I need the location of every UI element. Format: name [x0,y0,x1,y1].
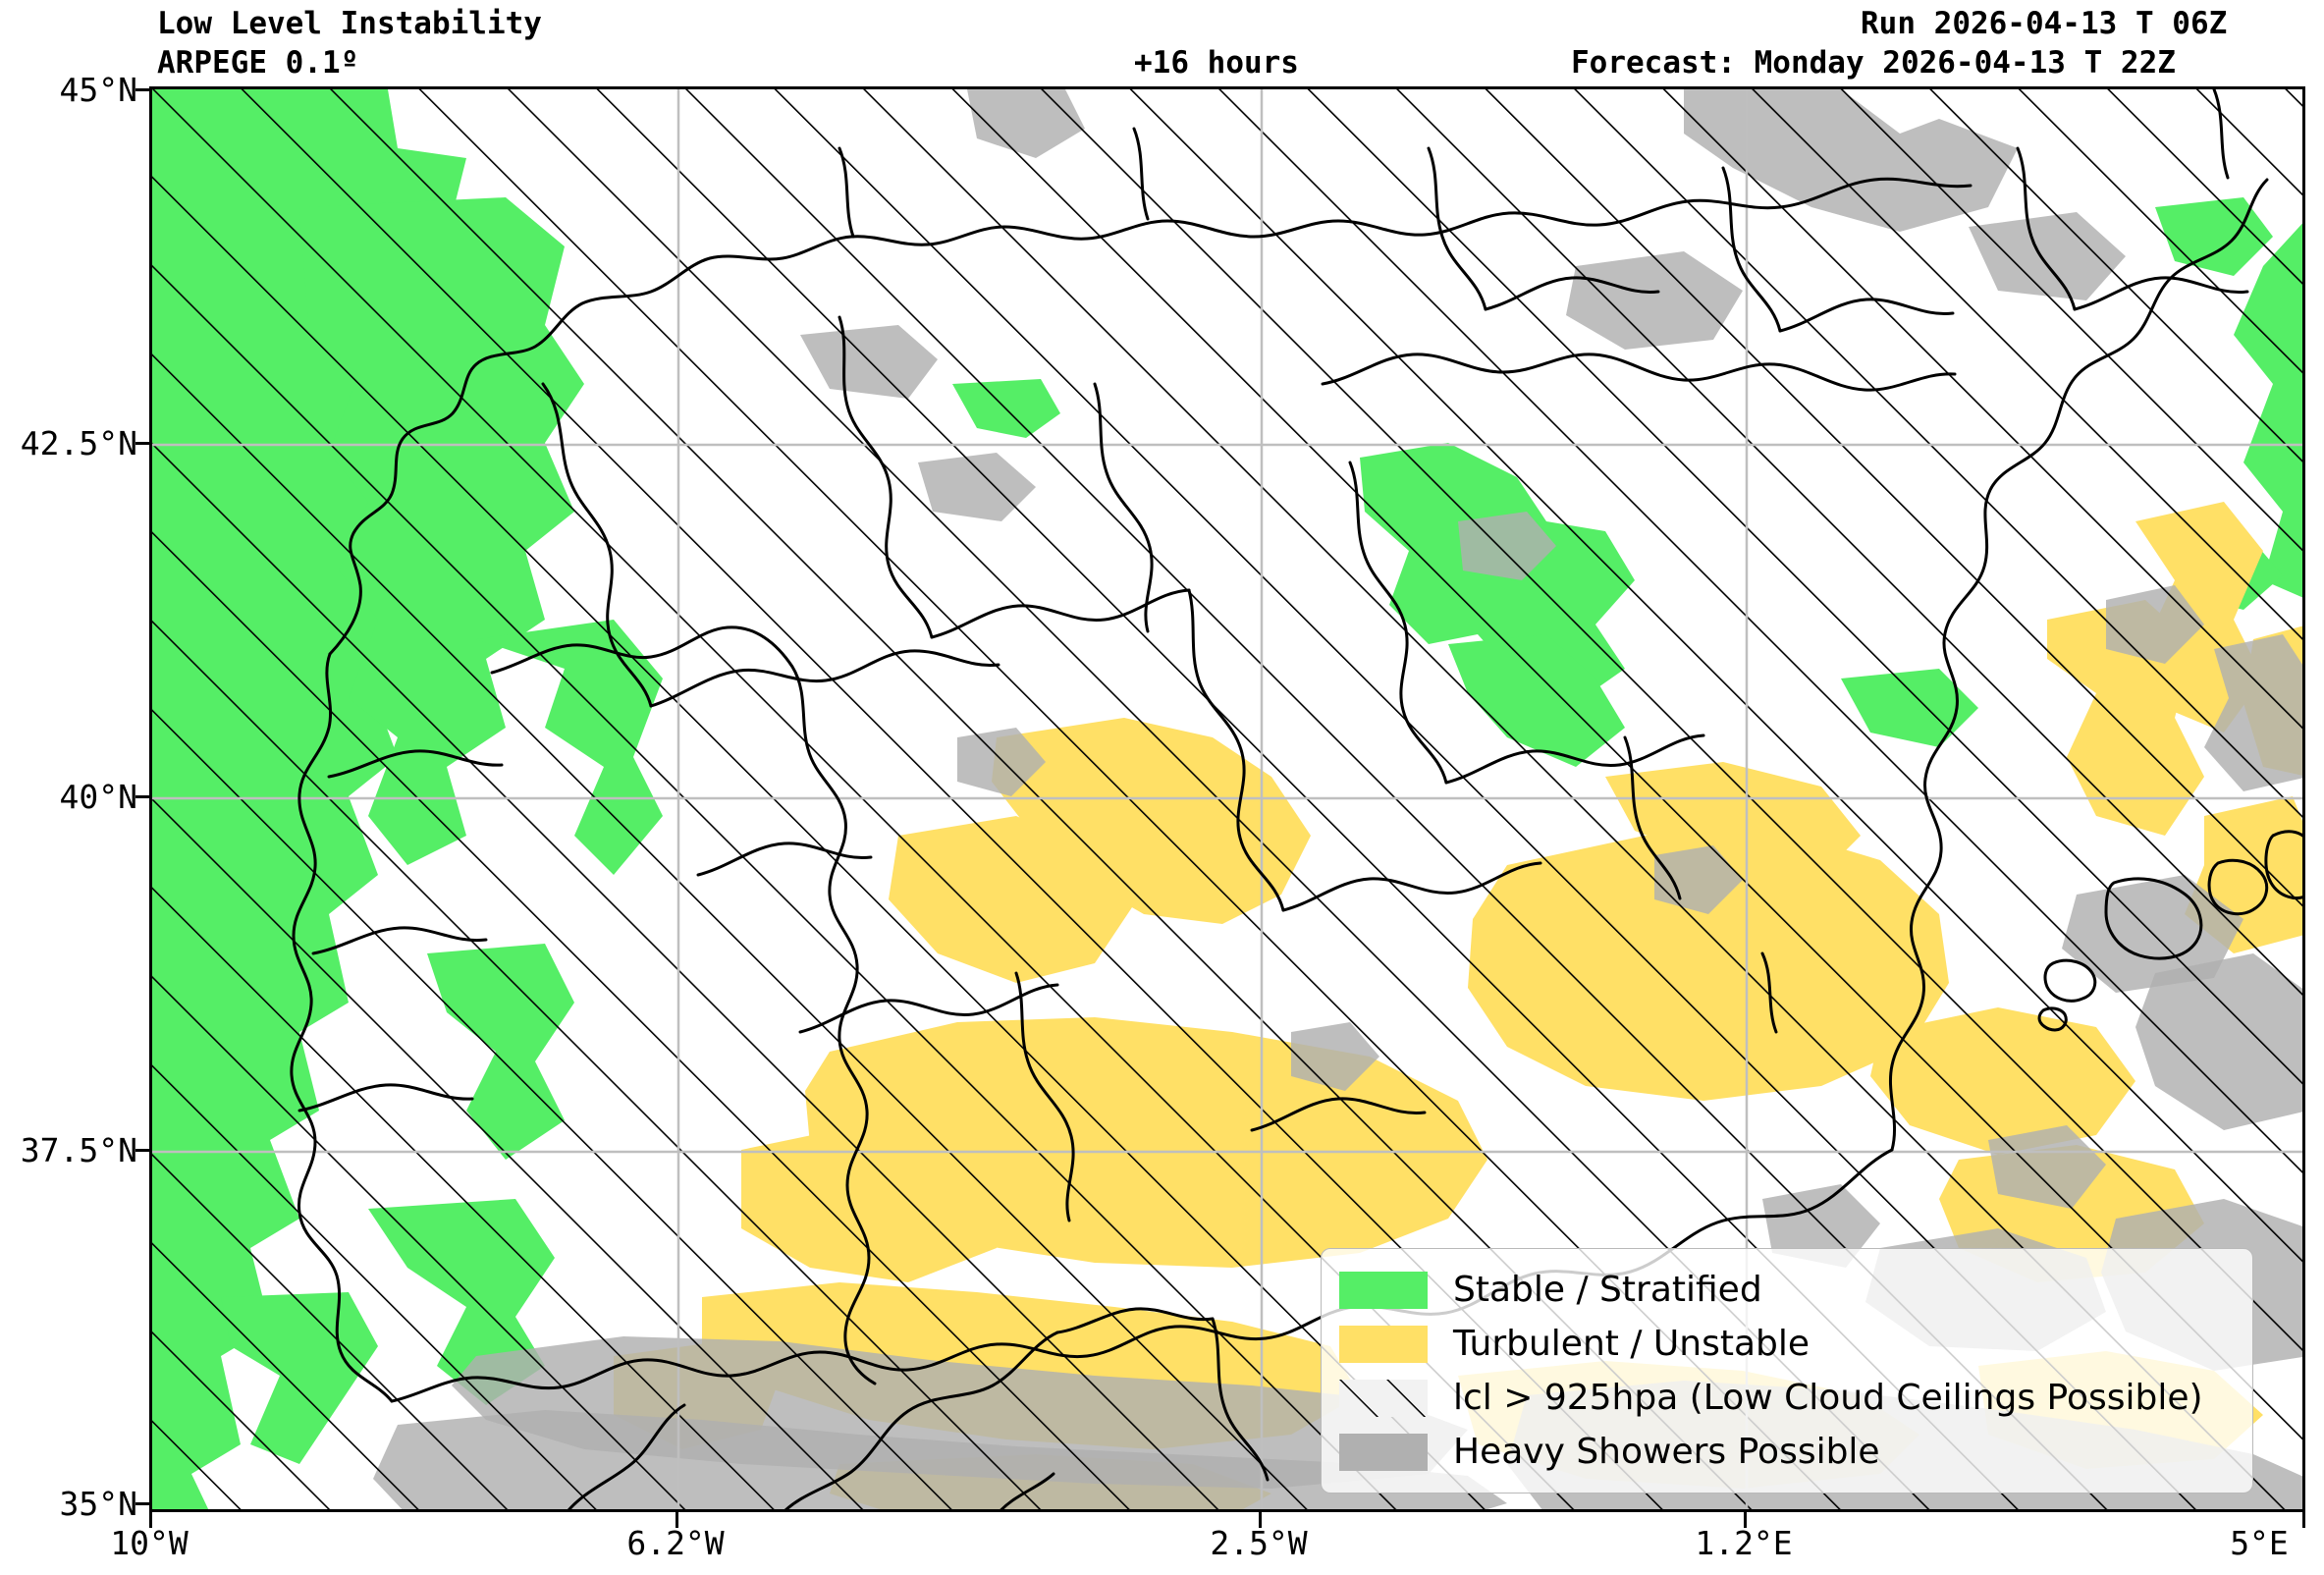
legend-label-stable: Stable / Stratified [1453,1270,1762,1310]
x-axis-tick-3: 1.2°E [1695,1524,1793,1562]
legend-label-unstable: Turbulent / Unstable [1453,1324,1811,1364]
x-axis-tick-0: 10°W [110,1524,189,1562]
x-axis-tick-1: 6.2°W [626,1524,725,1562]
legend-swatch-stable [1339,1271,1428,1309]
legend-item-lcl: lcl > 925hpa (Low Cloud Ceilings Possibl… [1339,1371,2235,1425]
legend-swatch-lcl-hatch [1339,1379,1428,1417]
x-tick-mark-1 [676,1512,678,1528]
y-tick-mark-2 [135,795,151,798]
x-axis-tick-2: 2.5°W [1210,1524,1308,1562]
map-plot-area[interactable]: Stable / Stratified Turbulent / Unstable… [149,86,2305,1512]
x-axis-tick-4: 5°E [2230,1524,2289,1562]
legend-item-stable: Stable / Stratified [1339,1263,2235,1317]
map-legend: Stable / Stratified Turbulent / Unstable… [1321,1248,2253,1494]
y-axis-tick-1: 42.5°N [20,424,137,462]
y-axis-tick-3: 37.5°N [20,1131,137,1169]
model-label: ARPEGE 0.1º [157,45,359,81]
legend-swatch-showers [1339,1433,1428,1471]
chart-header: Low Level Instability ARPEGE 0.1º +16 ho… [0,0,2324,86]
x-tick-mark-2 [1259,1512,1262,1528]
legend-swatch-unstable [1339,1325,1428,1363]
y-tick-mark-4 [135,1502,151,1505]
y-axis-tick-0: 45°N [59,71,137,109]
y-tick-mark-0 [135,88,151,91]
y-axis-tick-4: 35°N [59,1485,137,1523]
legend-item-unstable: Turbulent / Unstable [1339,1317,2235,1371]
legend-label-lcl: lcl > 925hpa (Low Cloud Ceilings Possibl… [1453,1378,2203,1418]
y-axis-tick-2: 40°N [59,778,137,816]
legend-label-showers: Heavy Showers Possible [1453,1432,1880,1472]
x-tick-mark-0 [149,1512,152,1528]
y-tick-mark-1 [135,442,151,445]
run-timestamp: Run 2026-04-13 T 06Z [1861,6,2228,41]
forecast-timestamp: Forecast: Monday 2026-04-13 T 22Z [1571,45,2176,81]
y-tick-mark-3 [135,1149,151,1152]
x-tick-mark-4 [2302,1512,2305,1528]
lead-time-label: +16 hours [1134,45,1299,81]
x-tick-mark-3 [1744,1512,1747,1528]
page-title: Low Level Instability [157,6,542,41]
legend-item-showers: Heavy Showers Possible [1339,1425,2235,1479]
